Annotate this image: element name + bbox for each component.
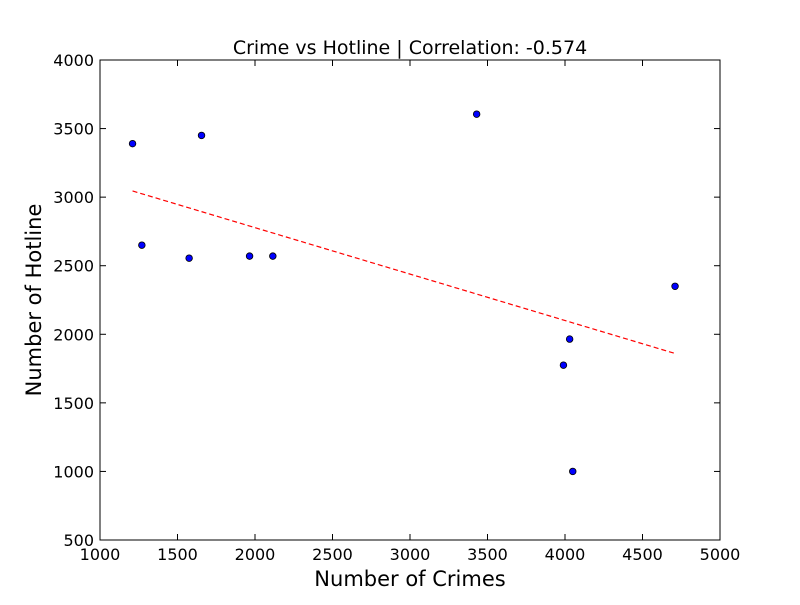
y-tick-label: 500	[63, 531, 94, 550]
y-tick-label: 3000	[53, 188, 94, 207]
y-axis-label: Number of Hotline	[22, 204, 46, 397]
y-tick-label: 1500	[53, 394, 94, 413]
chart-title: Crime vs Hotline | Correlation: -0.574	[233, 37, 587, 59]
x-tick-label: 4500	[622, 545, 663, 564]
trendline	[132, 190, 676, 355]
data-point-0	[128, 139, 137, 148]
y-tick-label: 4000	[53, 51, 94, 70]
data-point-3	[197, 131, 206, 140]
data-point-6	[472, 110, 481, 118]
x-axis-label: Number of Crimes	[314, 567, 505, 591]
x-tick-label: 1000	[80, 545, 121, 564]
y-tick-label: 2500	[53, 257, 94, 276]
data-point-8	[565, 335, 574, 343]
x-axis-ticks: 1000 1500 2000 2500 3000 3500 4000 4500 5000	[80, 60, 741, 564]
trendline-layer	[132, 190, 676, 355]
x-tick-label: 3500	[467, 545, 508, 564]
data-points-layer	[128, 110, 679, 476]
data-point-2	[185, 254, 193, 262]
data-point-5	[269, 252, 277, 260]
x-tick-label: 4000	[545, 545, 586, 564]
y-axis-ticks: 500 1000 1500 2000 2500 3000 3500 4000	[53, 51, 720, 550]
plot-area-frame	[99, 59, 721, 541]
data-point-7	[559, 361, 568, 369]
x-tick-label: 1500	[157, 545, 198, 564]
y-tick-label: 3500	[53, 120, 94, 139]
data-point-10	[671, 282, 679, 290]
x-tick-label: 2000	[235, 545, 276, 564]
data-point-1	[138, 241, 146, 249]
x-tick-label: 5000	[700, 545, 741, 564]
x-tick-label: 3000	[390, 545, 431, 564]
y-tick-label: 2000	[53, 325, 94, 344]
y-tick-label: 1000	[53, 462, 94, 481]
data-point-4	[245, 252, 254, 260]
x-tick-label: 2500	[312, 545, 353, 564]
data-point-9	[569, 467, 577, 476]
